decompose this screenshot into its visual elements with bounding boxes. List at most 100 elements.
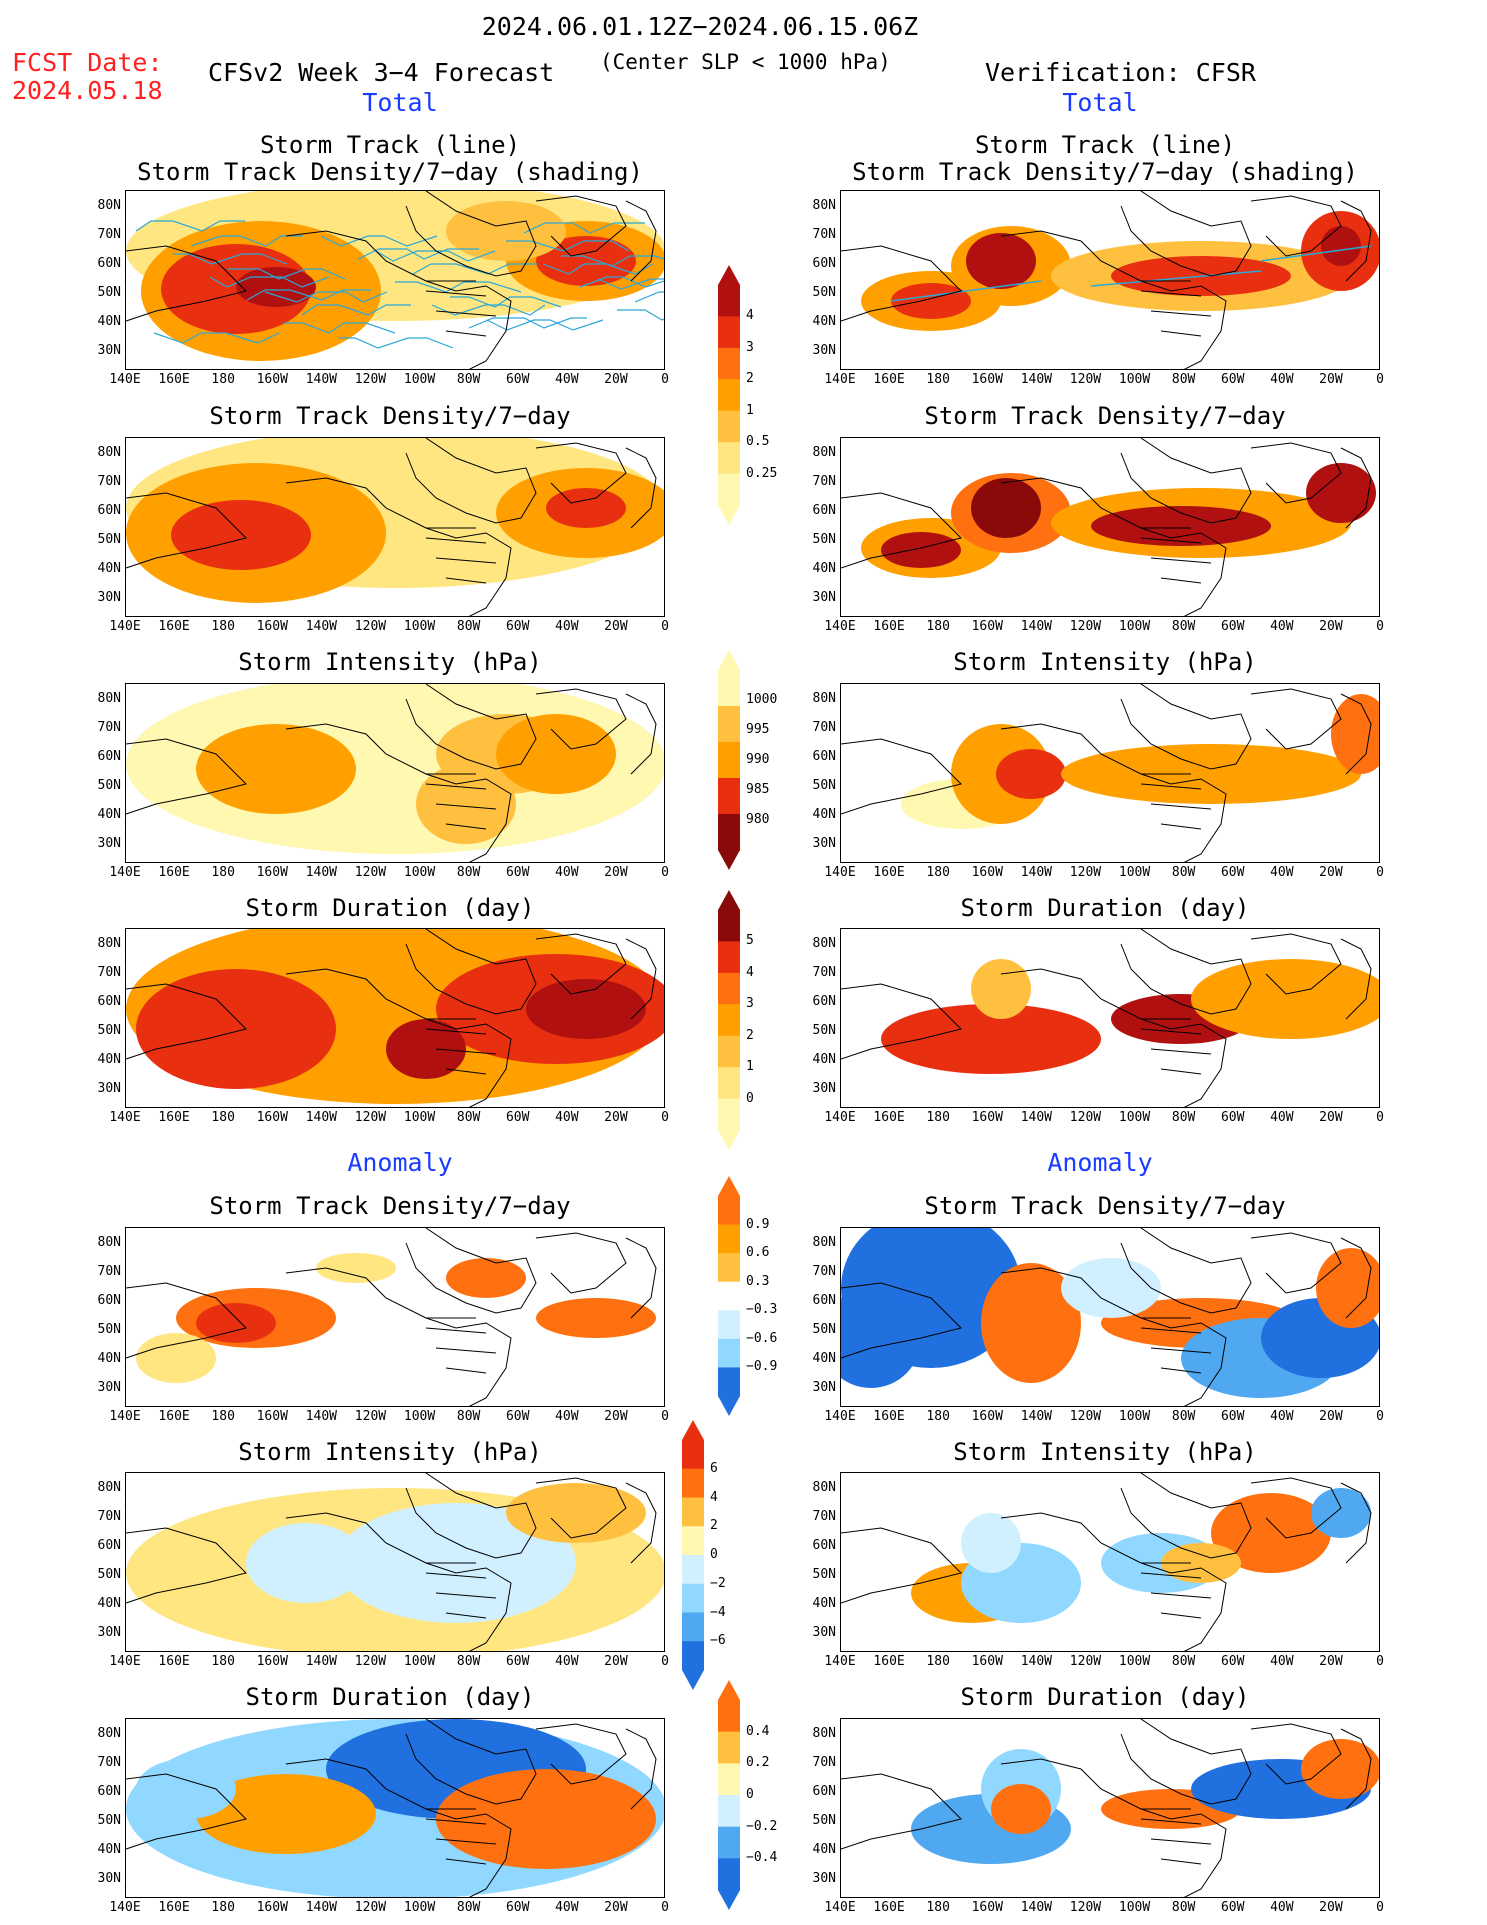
longitude-label: 100W bbox=[403, 619, 436, 634]
longitude-label: 60W bbox=[505, 1409, 530, 1424]
longitude-label: 100W bbox=[1118, 619, 1151, 634]
latitude-label: 70N bbox=[97, 1264, 121, 1279]
coastline bbox=[126, 1282, 247, 1359]
coastline bbox=[1250, 442, 1342, 504]
forecast-map-panel bbox=[125, 190, 665, 370]
storm-track-line bbox=[209, 276, 330, 288]
latitude-label: 30N bbox=[812, 343, 836, 358]
longitude-label: 180 bbox=[211, 1654, 235, 1669]
coastline bbox=[425, 773, 497, 830]
longitude-label: 100W bbox=[1118, 865, 1151, 880]
shading-region bbox=[416, 764, 516, 844]
coastline bbox=[1120, 191, 1252, 277]
title-vf-duration: Storm Duration (day) bbox=[960, 894, 1250, 922]
longitude-label: 100W bbox=[403, 372, 436, 387]
colorbar-label: 4 bbox=[746, 964, 754, 980]
longitude-label: 120W bbox=[1069, 1900, 1102, 1915]
title-vf-density: Storm Track Density/7−day bbox=[924, 402, 1286, 430]
longitude-label: 120W bbox=[1069, 1654, 1102, 1669]
colorbar-end-bottom bbox=[718, 505, 740, 525]
shading-region bbox=[446, 201, 566, 261]
coastline bbox=[405, 1719, 537, 1805]
longitude-label: 40W bbox=[555, 1110, 579, 1125]
colorbar-segment bbox=[718, 778, 740, 815]
shading-region bbox=[196, 1774, 376, 1854]
shading-region bbox=[1301, 1739, 1379, 1799]
coastline bbox=[126, 738, 247, 815]
fcst-date-label: FCST Date: bbox=[12, 48, 163, 77]
latitude-label: 60N bbox=[812, 994, 836, 1009]
colorbar-label: 985 bbox=[746, 782, 770, 797]
coastline bbox=[625, 1482, 657, 1564]
longitude-label: 120W bbox=[1069, 1110, 1102, 1125]
colorbar-segment bbox=[718, 1367, 740, 1397]
longitude-label: 20W bbox=[1319, 1900, 1343, 1915]
shading-region bbox=[496, 714, 616, 794]
coastline bbox=[285, 723, 512, 862]
coastline bbox=[1340, 693, 1372, 775]
colorbar-end-top bbox=[718, 890, 740, 910]
latitude-label: 80N bbox=[812, 691, 836, 706]
longitude-label: 140E bbox=[824, 1409, 856, 1424]
colorbar-label: −0.6 bbox=[746, 1330, 778, 1346]
latitude-label: 60N bbox=[812, 749, 836, 764]
colorbar-segment bbox=[718, 1098, 740, 1131]
storm-track-line bbox=[597, 278, 664, 290]
coastline bbox=[425, 1808, 497, 1865]
longitude-label: 160E bbox=[158, 1654, 190, 1669]
longitude-label: 140E bbox=[824, 1110, 856, 1125]
latitude-label: 50N bbox=[812, 1567, 836, 1582]
latitude-label: 30N bbox=[97, 1081, 121, 1096]
colorbar-segment bbox=[718, 285, 740, 317]
latitude-label: 40N bbox=[97, 1596, 121, 1611]
coastline bbox=[126, 1527, 247, 1604]
colorbar-segment bbox=[718, 379, 740, 412]
latitude-label: 50N bbox=[97, 285, 121, 300]
verification-map-panel bbox=[840, 1227, 1380, 1407]
colorbar-segment bbox=[718, 972, 740, 1005]
shading-region bbox=[891, 283, 971, 319]
coastline bbox=[405, 1473, 537, 1559]
colorbar-label: 3 bbox=[746, 339, 754, 355]
latitude-label: 80N bbox=[812, 445, 836, 460]
latitude-label: 80N bbox=[97, 445, 121, 460]
longitude-label: 140E bbox=[824, 372, 856, 387]
latitude-label: 60N bbox=[97, 994, 121, 1009]
colorbar-segment bbox=[682, 1583, 704, 1613]
longitude-label: 120W bbox=[1069, 372, 1102, 387]
longitude-label: 120W bbox=[1069, 865, 1102, 880]
latitude-label: 50N bbox=[97, 1322, 121, 1337]
coastline bbox=[535, 688, 627, 750]
shading-region bbox=[536, 1298, 656, 1338]
longitude-label: 160W bbox=[971, 619, 1003, 634]
longitude-label: 40W bbox=[1270, 372, 1294, 387]
storm-track-line bbox=[264, 291, 388, 303]
shading-region bbox=[386, 1019, 466, 1079]
longitude-label: 60W bbox=[1220, 1900, 1245, 1915]
colorbar-segment bbox=[718, 442, 740, 475]
coastline bbox=[1120, 1228, 1252, 1314]
longitude-label: 180 bbox=[926, 619, 950, 634]
forecast-map-panel bbox=[125, 1718, 665, 1898]
coastline bbox=[625, 1728, 657, 1810]
colorbar-segment bbox=[718, 1253, 740, 1283]
latitude-label: 70N bbox=[97, 227, 121, 242]
colorbar-segment bbox=[718, 347, 740, 380]
longitude-label: 20W bbox=[1319, 1409, 1343, 1424]
shading-region bbox=[1311, 1488, 1371, 1538]
shading-region bbox=[961, 1513, 1021, 1573]
colorbar-segment bbox=[718, 1338, 740, 1368]
colorbar-intensity-total bbox=[718, 650, 740, 870]
longitude-label: 80W bbox=[456, 1654, 481, 1669]
verification-map-panel bbox=[840, 683, 1380, 863]
coastline bbox=[1250, 688, 1342, 750]
longitude-label: 100W bbox=[1118, 372, 1151, 387]
colorbar-segment bbox=[718, 1763, 740, 1796]
colorbar-segment bbox=[718, 1067, 740, 1100]
coastline bbox=[1250, 195, 1342, 257]
colorbar-end-top bbox=[718, 1176, 740, 1196]
longitude-label: 80W bbox=[1171, 1900, 1196, 1915]
coastline bbox=[1120, 438, 1252, 524]
verification-label: Verification: CFSR bbox=[985, 58, 1256, 87]
storm-track-line bbox=[173, 253, 288, 265]
